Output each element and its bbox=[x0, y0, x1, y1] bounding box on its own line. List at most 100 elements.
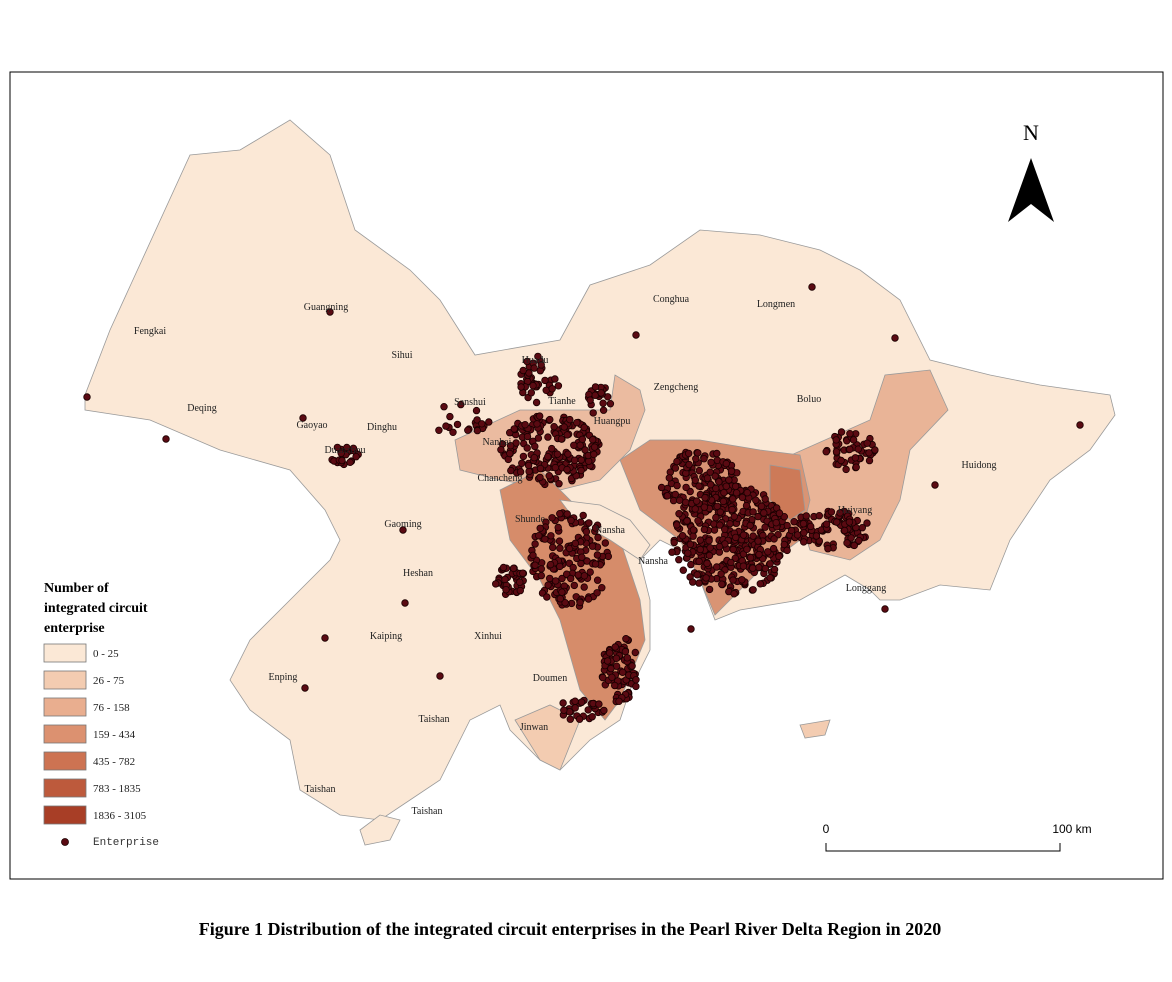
enterprise-point bbox=[537, 361, 545, 369]
enterprise-point bbox=[731, 482, 740, 490]
enterprise-point bbox=[553, 450, 562, 458]
legend-swatch bbox=[43, 643, 87, 663]
enterprise-point bbox=[865, 449, 873, 457]
place-label: Huangpu bbox=[594, 416, 631, 427]
legend-title: integrated circuit bbox=[44, 601, 148, 616]
enterprise-point bbox=[845, 518, 854, 526]
enterprise-point bbox=[700, 503, 709, 511]
enterprise-point bbox=[555, 480, 563, 488]
place-label: Duanzhou bbox=[324, 445, 365, 456]
enterprise-point bbox=[865, 456, 874, 465]
enterprise-point bbox=[581, 446, 589, 454]
enterprise-point bbox=[582, 528, 591, 536]
enterprise-point bbox=[435, 426, 443, 434]
enterprise-point bbox=[83, 393, 91, 401]
enterprise-point bbox=[713, 563, 721, 571]
enterprise-point bbox=[766, 574, 774, 582]
place-label: Zengcheng bbox=[654, 382, 698, 393]
enterprise-point bbox=[545, 472, 553, 480]
enterprise-point bbox=[399, 526, 407, 534]
enterprise-point bbox=[497, 446, 505, 454]
enterprise-point bbox=[725, 476, 733, 484]
legend-label: 76 - 158 bbox=[93, 702, 130, 714]
enterprise-point bbox=[563, 431, 571, 439]
enterprise-point bbox=[754, 512, 762, 521]
enterprise-point bbox=[559, 699, 567, 707]
enterprise-point bbox=[509, 564, 518, 572]
enterprise-point bbox=[800, 538, 808, 546]
enterprise-point bbox=[743, 489, 751, 497]
legend-label: 1836 - 3105 bbox=[93, 810, 147, 822]
enterprise-point bbox=[705, 585, 714, 594]
enterprise-point bbox=[663, 492, 672, 500]
enterprise-point bbox=[694, 517, 702, 525]
enterprise-point bbox=[590, 450, 598, 459]
enterprise-point bbox=[684, 549, 692, 557]
enterprise-point bbox=[931, 481, 939, 489]
enterprise-point bbox=[685, 460, 693, 469]
place-label: Longgang bbox=[846, 583, 887, 594]
enterprise-point bbox=[678, 532, 687, 540]
place-label: Chancheng bbox=[478, 473, 523, 484]
enterprise-point bbox=[732, 489, 741, 497]
place-label: Nansha bbox=[638, 556, 669, 567]
enterprise-point bbox=[589, 436, 597, 444]
enterprise-point bbox=[577, 456, 585, 464]
place-label: Conghua bbox=[653, 294, 690, 305]
enterprise-point bbox=[591, 524, 600, 532]
enterprise-point bbox=[516, 586, 524, 595]
enterprise-point bbox=[519, 452, 528, 461]
enterprise-point bbox=[691, 505, 699, 513]
enterprise-point bbox=[606, 649, 614, 657]
enterprise-point bbox=[523, 432, 532, 441]
enterprise-point bbox=[718, 580, 726, 588]
enterprise-point bbox=[824, 545, 832, 553]
enterprise-point bbox=[542, 386, 550, 394]
enterprise-point bbox=[707, 458, 715, 467]
enterprise-point bbox=[715, 542, 724, 551]
enterprise-point bbox=[832, 436, 840, 444]
enterprise-point bbox=[586, 396, 594, 404]
enterprise-point bbox=[682, 498, 690, 506]
enterprise-point bbox=[446, 412, 454, 421]
enterprise-point bbox=[534, 352, 542, 361]
enterprise-point bbox=[689, 578, 697, 586]
enterprise-point bbox=[755, 550, 763, 559]
enterprise-point bbox=[607, 664, 615, 673]
guangzhou-region bbox=[454, 374, 646, 491]
enterprise-point bbox=[321, 634, 329, 642]
enterprise-point bbox=[551, 463, 560, 472]
enterprise-point bbox=[670, 538, 678, 547]
enterprise-point bbox=[326, 308, 334, 316]
legend-swatch bbox=[43, 697, 87, 717]
enterprise-point bbox=[590, 443, 599, 451]
place-label: Doumen bbox=[533, 673, 567, 684]
enterprise-point bbox=[833, 518, 841, 526]
enterprise-point bbox=[713, 449, 721, 458]
enterprise-point bbox=[696, 545, 704, 554]
enterprise-point bbox=[556, 595, 564, 603]
legend-title: Number of bbox=[44, 581, 109, 596]
enterprise-point bbox=[473, 416, 481, 424]
enterprise-point bbox=[533, 420, 541, 428]
enterprise-point bbox=[738, 493, 747, 502]
enterprise-point bbox=[673, 521, 681, 529]
enterprise-point bbox=[548, 444, 556, 453]
enterprise-point bbox=[516, 468, 525, 476]
enterprise-point bbox=[696, 536, 704, 544]
enterprise-point bbox=[685, 449, 693, 458]
enterprise-point bbox=[854, 445, 862, 453]
enterprise-point bbox=[599, 406, 608, 414]
enterprise-point bbox=[757, 502, 766, 510]
enterprise-point bbox=[732, 533, 740, 542]
enterprise-point bbox=[453, 420, 462, 429]
enterprise-point bbox=[591, 560, 600, 568]
enterprise-point bbox=[720, 489, 728, 497]
enterprise-point bbox=[807, 522, 815, 531]
place-label: Kaiping bbox=[370, 631, 402, 642]
enterprise-point bbox=[775, 552, 783, 560]
enterprise-point bbox=[850, 541, 858, 550]
enterprise-point bbox=[585, 519, 593, 527]
enterprise-point bbox=[769, 544, 778, 553]
enterprise-point bbox=[573, 419, 581, 427]
